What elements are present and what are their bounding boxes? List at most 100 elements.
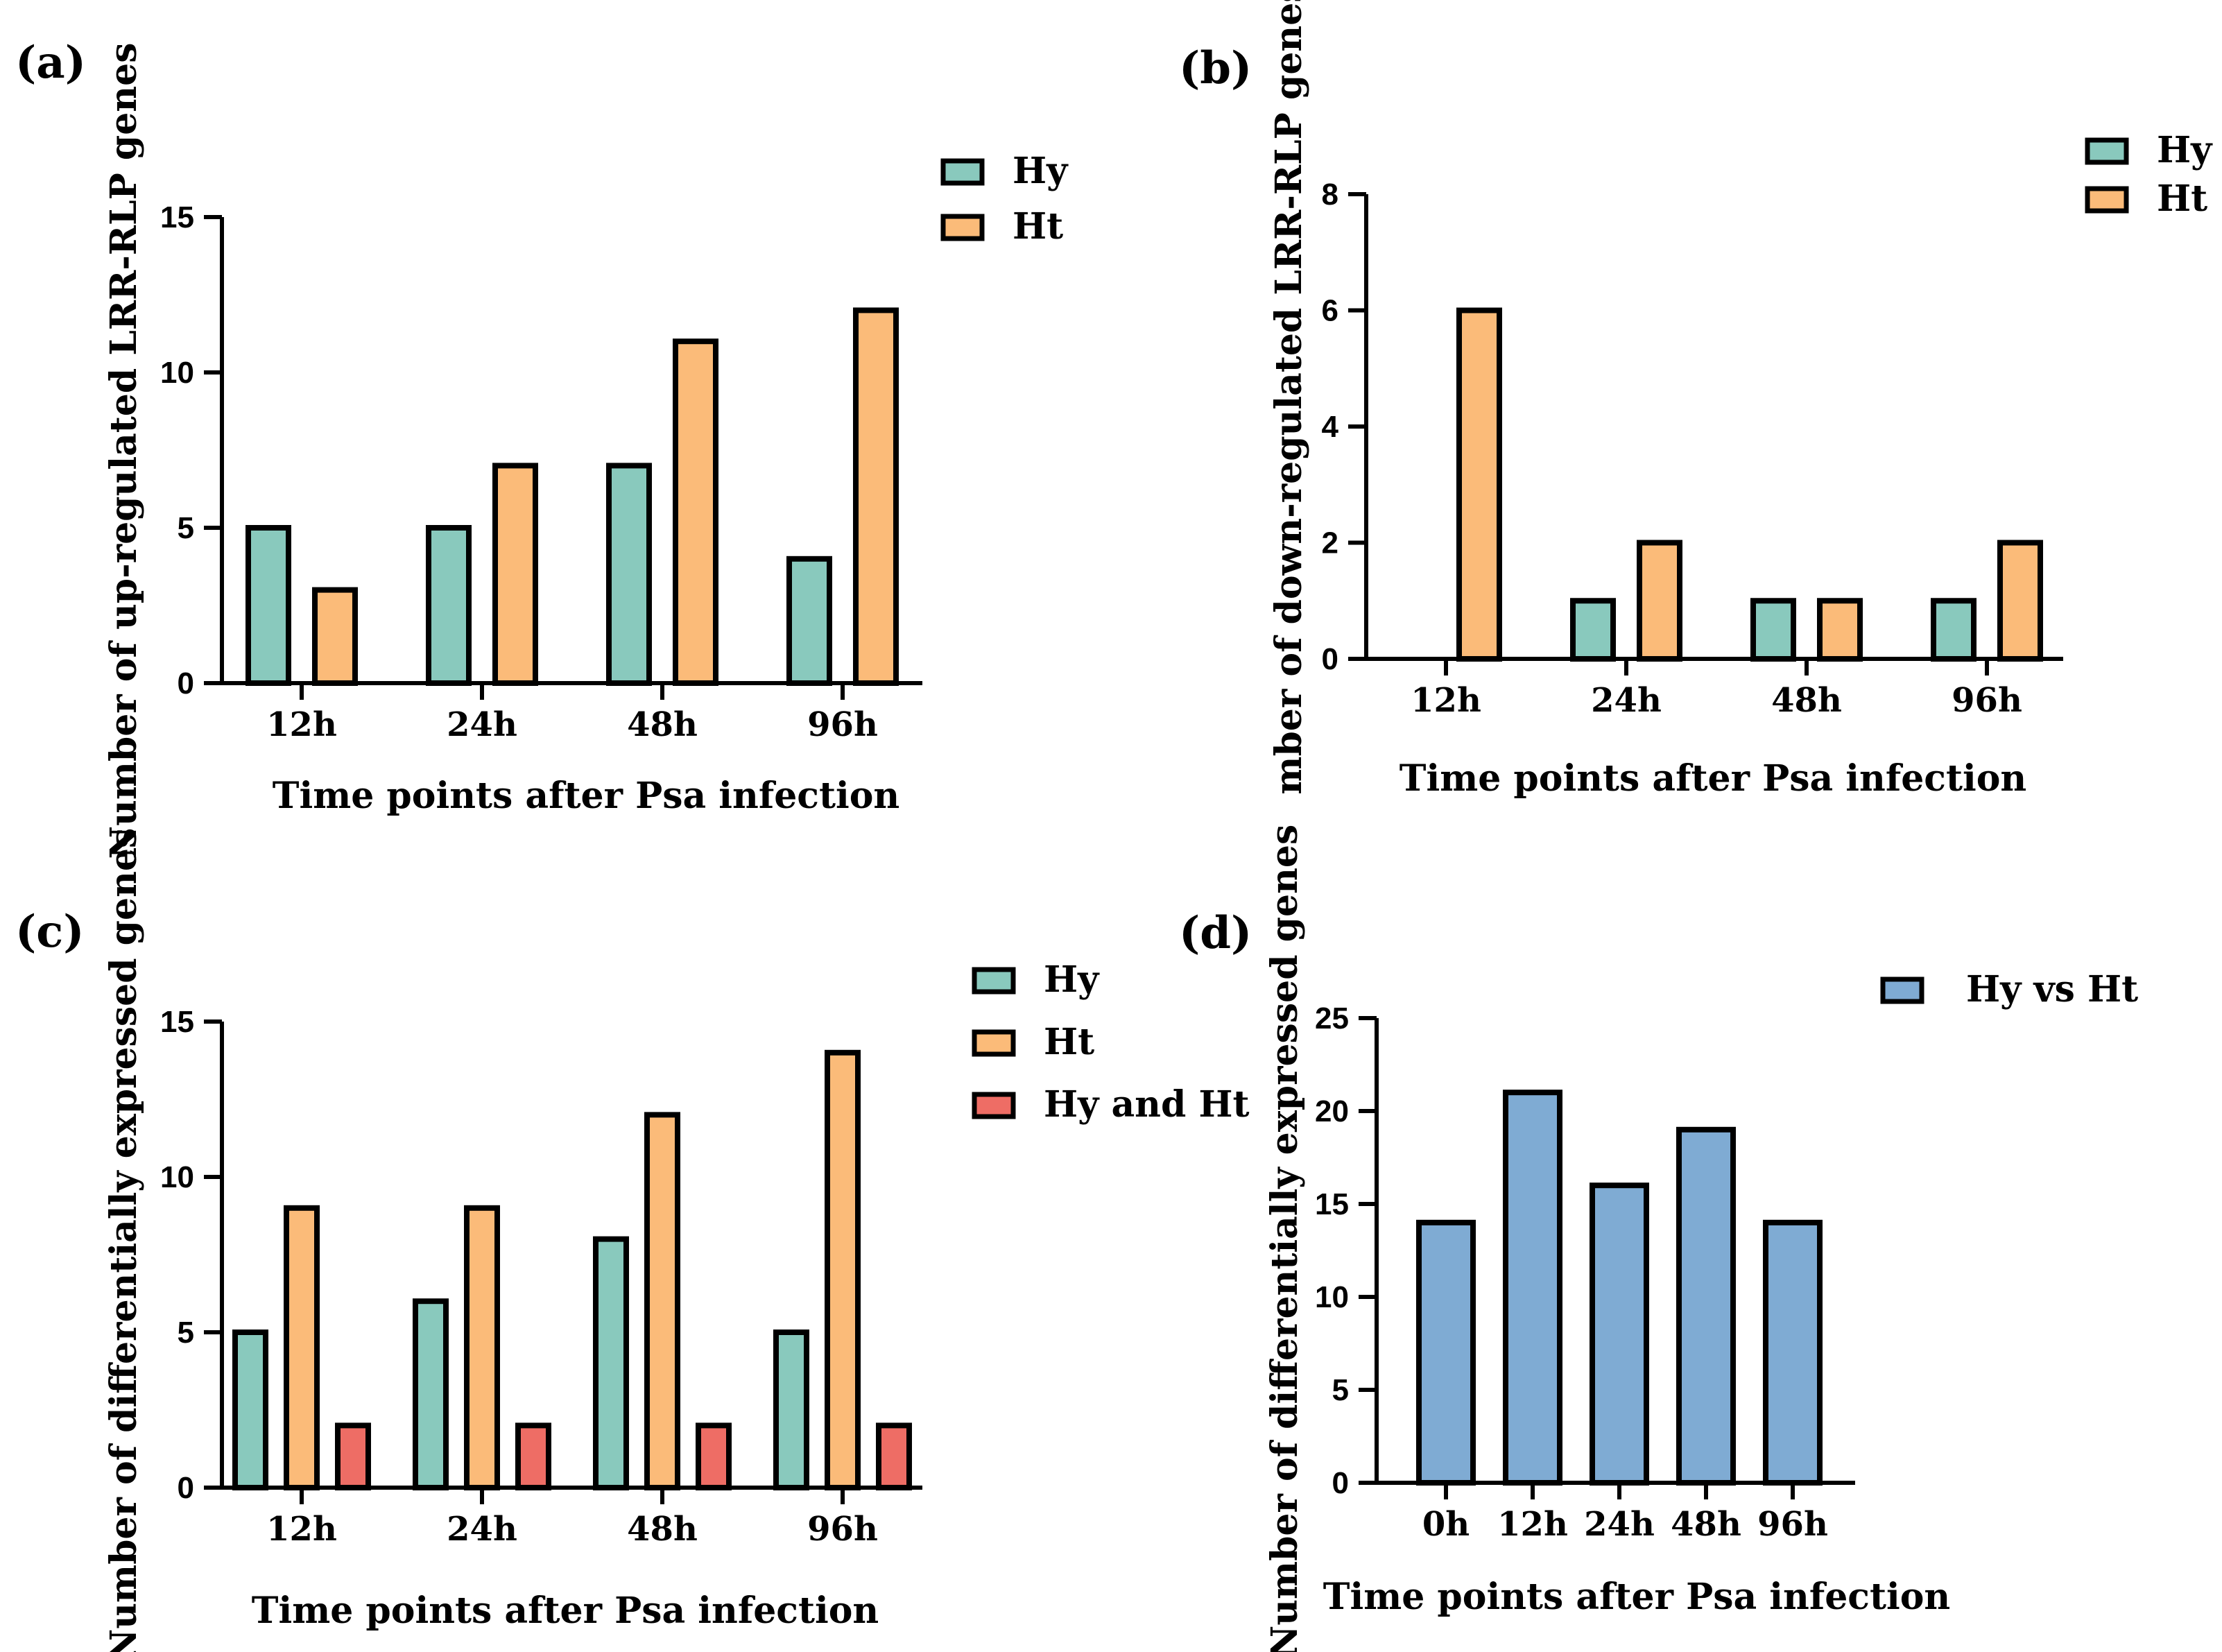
panel-d-legend: Hy vs Ht xyxy=(1880,968,2138,1010)
panel-c-x-tick-label: 24h xyxy=(447,1510,517,1549)
panel-c-legend-label-ht: Ht xyxy=(1044,1021,1094,1063)
panel-c-bar-ht-96h xyxy=(825,1049,861,1491)
panel-a: (a) 0 5 10 15 12h 24h 48h 96h Time points after P… xyxy=(15,37,1069,859)
panel-b-legend-label-hy: Hy xyxy=(2157,129,2213,171)
panel-a-legend-swatch-ht xyxy=(940,214,985,241)
panel-b-y-tick-label: 0 xyxy=(1322,642,1338,676)
panel-c-y-tick-label: 5 xyxy=(178,1316,194,1350)
panel-c-legend: Hy Ht Hy and Ht xyxy=(972,958,1250,1126)
panel-a-bar-ht-12h xyxy=(312,587,358,686)
panel-a-bar-ht-96h xyxy=(853,307,899,686)
panel-c-x-tick-label: 12h xyxy=(266,1510,337,1549)
panel-a-y-tick-label: 15 xyxy=(160,200,194,234)
panel-d-bar-hy-vs-ht-24h xyxy=(1590,1182,1649,1486)
panel-a-y-tick-label: 5 xyxy=(178,511,194,545)
panel-c-legend-label-hy-and-ht: Hy and Ht xyxy=(1044,1083,1250,1126)
panel-d-y-axis-title: Number of differentially expressed genes xyxy=(1264,825,1306,1652)
panel-b-x-tick-label: 96h xyxy=(1952,681,2022,720)
panel-c-bar-hy-and-ht-12h xyxy=(335,1422,371,1490)
panel-d-bar-hy-vs-ht-48h xyxy=(1676,1126,1736,1486)
panel-b-y-tick-label: 2 xyxy=(1322,526,1338,560)
panel-a-y-axis-title: Number of up-regulated LRR-RLP genes xyxy=(103,42,145,859)
panel-c: (c) 0 5 10 15 12h 24h 48h 96h Time points after P… xyxy=(15,828,1250,1652)
panel-d-bar-hy-vs-ht-0h xyxy=(1416,1219,1476,1486)
panel-c-y-tick-label: 0 xyxy=(178,1471,194,1505)
panel-d-bar-hy-vs-ht-12h xyxy=(1503,1090,1562,1486)
panel-c-y-tick-label: 10 xyxy=(160,1160,194,1194)
panel-b-bar-ht-48h xyxy=(1817,598,1863,662)
panel-a-legend-swatch-hy xyxy=(940,158,985,186)
panel-d-bar-hy-vs-ht-96h xyxy=(1763,1219,1823,1486)
panel-c-x-tick-label: 48h xyxy=(627,1510,698,1549)
panel-b-legend-label-ht: Ht xyxy=(2157,178,2207,220)
panel-a-legend: Hy Ht xyxy=(940,150,1069,248)
panel-b-bar-ht-96h xyxy=(1997,540,2043,662)
panel-a-bar-hy-24h xyxy=(426,525,472,686)
panel-b-y-tick-label: 8 xyxy=(1322,178,1338,212)
panel-c-bar-hy-and-ht-24h xyxy=(515,1422,551,1490)
panel-a-y-tick-label: 0 xyxy=(178,666,194,700)
panel-a-label: (a) xyxy=(15,37,86,89)
panel-a-legend-label-hy: Hy xyxy=(1013,150,1069,192)
panel-d-legend-label-hy-vs-ht: Hy vs Ht xyxy=(1966,968,2138,1010)
panel-c-bar-ht-48h xyxy=(644,1112,680,1490)
panel-c-bar-ht-24h xyxy=(464,1205,500,1491)
panel-d-y-tick-label: 5 xyxy=(1332,1373,1349,1407)
panel-b-y-tick-label: 6 xyxy=(1322,294,1338,328)
panel-a-legend-label-ht: Ht xyxy=(1013,205,1063,248)
panel-b-legend: Hy Ht xyxy=(2085,129,2213,220)
panel-a-y-tick-label: 10 xyxy=(160,356,194,390)
panel-b-y-axis-title: mber of down-regulated LRR-RLP genes xyxy=(1268,0,1310,795)
panel-d-x-tick-label: 96h xyxy=(1757,1505,1828,1544)
panel-a-bar-ht-48h xyxy=(673,338,718,686)
panel-a-x-axis-title: Time points after Psa infection xyxy=(273,775,899,817)
panel-d-y-tick-label: 15 xyxy=(1315,1187,1349,1221)
panel-d-x-tick-label: 0h xyxy=(1422,1505,1470,1544)
panel-b-bar-hy-96h xyxy=(1931,598,1976,662)
panel-d-x-axis-title: Time points after Psa infection xyxy=(1323,1576,1950,1618)
panel-b-x-tick-label: 48h xyxy=(1771,681,1842,720)
panel-a-x-tick-label: 48h xyxy=(627,705,698,744)
panel-b-bar-hy-24h xyxy=(1570,598,1616,662)
panel-a-x-tick-label: 12h xyxy=(266,705,337,744)
panel-d: (d) 0 5 10 15 20 25 0h 12h 24h 48h 96h Time points a… xyxy=(1179,825,2138,1652)
panel-c-legend-label-hy: Hy xyxy=(1044,958,1100,1001)
panel-a-x-tick-label: 24h xyxy=(447,705,517,744)
panel-d-x-tick-label: 12h xyxy=(1497,1505,1568,1544)
panel-b-x-tick-label: 24h xyxy=(1591,681,1662,720)
panel-c-legend-swatch-hy-and-ht xyxy=(972,1092,1016,1119)
panel-c-y-axis-title: Number of differentially expressed genes xyxy=(103,828,145,1652)
panel-d-y-tick-label: 25 xyxy=(1315,1001,1349,1035)
panel-b-legend-swatch-hy xyxy=(2085,137,2129,165)
panel-c-bar-hy-12h xyxy=(232,1330,268,1490)
panel-c-bar-hy-48h xyxy=(593,1236,629,1490)
panel-b-x-axis-title: Time points after Psa infection xyxy=(1399,757,2026,800)
panel-c-bar-hy-and-ht-96h xyxy=(876,1422,912,1490)
panel-a-bar-ht-24h xyxy=(492,463,538,687)
panel-d-label: (d) xyxy=(1179,907,1252,959)
panel-b: (b) 0 2 4 6 8 12h 24h 48h 96h Time points after Ps… xyxy=(1179,0,2213,800)
panel-d-x-tick-label: 24h xyxy=(1584,1505,1655,1544)
panel-c-bar-hy-and-ht-48h xyxy=(696,1422,732,1490)
panel-d-y-tick-label: 20 xyxy=(1315,1094,1349,1128)
panel-a-x-tick-label: 96h xyxy=(807,705,878,744)
panel-a-bar-hy-48h xyxy=(606,463,652,687)
panel-a-bar-hy-12h xyxy=(246,525,291,686)
panel-c-legend-swatch-ht xyxy=(972,1029,1016,1057)
panel-b-bar-hy-48h xyxy=(1750,598,1796,662)
panel-a-bar-hy-96h xyxy=(786,556,832,686)
panel-d-y-tick-label: 10 xyxy=(1315,1280,1349,1314)
panel-d-x-tick-label: 48h xyxy=(1671,1505,1741,1544)
panel-c-label: (c) xyxy=(15,906,85,958)
panel-c-legend-swatch-hy xyxy=(972,967,1016,995)
panel-d-y-tick-label: 0 xyxy=(1332,1466,1349,1500)
panel-b-bar-ht-24h xyxy=(1637,540,1682,662)
panel-b-label: (b) xyxy=(1179,42,1252,94)
panel-c-bar-ht-12h xyxy=(284,1205,320,1491)
panel-c-x-axis-title: Time points after Psa infection xyxy=(252,1590,879,1632)
panel-b-legend-swatch-ht xyxy=(2085,186,2129,214)
panel-b-bar-ht-12h xyxy=(1456,307,1502,662)
panel-b-y-tick-label: 4 xyxy=(1322,410,1339,444)
panel-b-x-tick-label: 12h xyxy=(1411,681,1481,720)
